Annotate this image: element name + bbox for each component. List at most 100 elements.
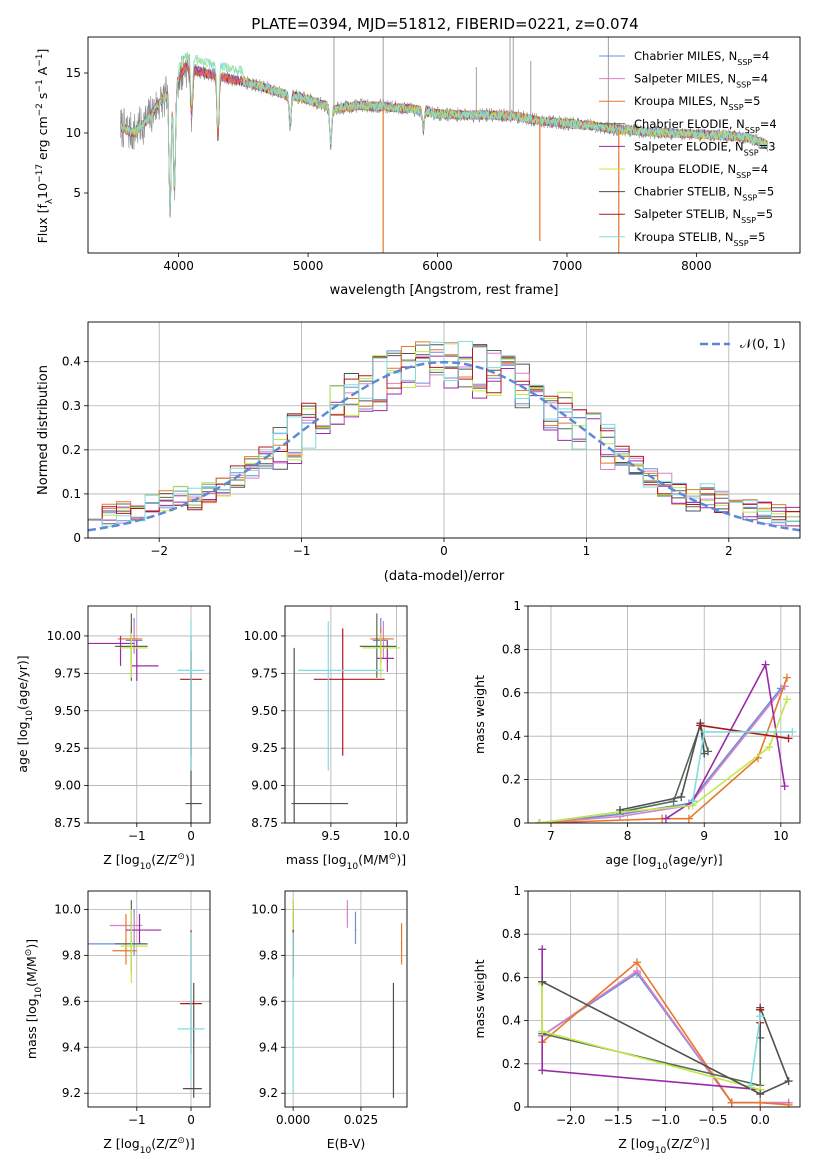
weight-marker — [661, 814, 670, 823]
legend-entry: Kroupa ELODIE, NSSP=4 — [634, 162, 768, 180]
label-part: mass [log — [286, 852, 347, 867]
weight-marker — [746, 1081, 755, 1090]
weight-marker — [684, 814, 693, 823]
plot-area — [120, 37, 768, 253]
weight-marker — [727, 1098, 736, 1107]
data-point — [138, 929, 141, 931]
legend-nssp: =4 — [751, 162, 768, 176]
y-axis-label: Normed distribution — [36, 365, 51, 495]
axes-frame — [284, 890, 408, 1108]
label-part: (Z/Z — [151, 852, 177, 867]
legend-entry: Kroupa STELIB, NSSP=5 — [634, 230, 765, 248]
weight-line-4 — [541, 949, 761, 1091]
legend-entry: Chabrier ELODIE, NSSP=4 — [634, 117, 777, 135]
legend-nssp: =4 — [752, 49, 769, 63]
legend-sub: SSP — [736, 80, 751, 89]
legend-entry: 𝒩(0, 1) — [740, 336, 786, 351]
x-axis-label: Z [log10(Z/Z⊙)] — [103, 852, 194, 872]
label-part: age [log — [605, 852, 656, 867]
data-point — [293, 802, 295, 805]
data-point — [190, 1028, 192, 1030]
y-tick-label: 0.2 — [502, 773, 521, 787]
data-point — [119, 642, 122, 645]
axes-frame — [87, 890, 211, 1108]
weight-line-0 — [539, 688, 782, 823]
y-tick-label: 0.4 — [62, 355, 81, 369]
weight-marker — [784, 1100, 793, 1107]
x-axis-label: age [log10(age/yr)] — [605, 852, 722, 872]
plot-area — [88, 891, 210, 1107]
label-part: Z [log — [618, 1136, 654, 1151]
x-tick-label: 0.0 — [751, 1113, 770, 1127]
y-tick-label: 9.8 — [259, 948, 278, 962]
data-point — [130, 945, 133, 947]
y-tick-label: 8.75 — [251, 816, 278, 830]
legend-sub: SSP — [745, 125, 760, 134]
x-tick-label: −1.0 — [651, 1113, 680, 1127]
y-tick-label: 9.75 — [251, 666, 278, 680]
weight-line-4 — [665, 662, 786, 820]
label-part: 10 — [140, 862, 152, 872]
label-part: ⊙ — [692, 1136, 700, 1146]
weight-marker — [538, 1027, 547, 1036]
y-tick-label: 9.2 — [62, 1086, 81, 1100]
legend-nssp: =3 — [759, 139, 776, 153]
legend-nssp: =5 — [757, 185, 774, 199]
label-part: Z [log — [103, 852, 139, 867]
weight-marker — [765, 743, 774, 752]
weight-marker — [535, 819, 544, 823]
label-part: ⊙ — [177, 852, 185, 862]
legend-sub: SSP — [736, 171, 751, 180]
legend-sub: SSP — [737, 58, 752, 67]
data-point — [190, 669, 192, 672]
legend-name: Salpeter MILES, N — [634, 72, 736, 86]
x-tick-label: 0 — [187, 1113, 195, 1127]
mass-vs-z-panel: −1 09.29.49.69.810.0Z [log10(Z/Z⊙)]mass [… — [24, 890, 211, 1156]
legend-sub: SSP — [729, 103, 744, 112]
y-tick-label: 0.2 — [62, 443, 81, 457]
data-point — [327, 669, 330, 672]
data-point — [346, 913, 349, 915]
x-tick-label: 8 — [624, 829, 632, 843]
weight-marker — [782, 695, 791, 704]
data-point — [136, 665, 138, 667]
label-part: Z [log — [103, 1136, 139, 1151]
y-tick-label: 10.0 — [54, 902, 81, 916]
legend-sub: SSP — [741, 216, 756, 225]
weight-marker — [782, 673, 791, 682]
legend-nssp: =5 — [744, 94, 761, 108]
weight-marker — [756, 1012, 765, 1021]
data-point — [133, 924, 135, 927]
data-point — [125, 949, 127, 952]
legend-name: Salpeter STELIB, N — [634, 207, 741, 221]
x-tick-label: −1 — [128, 1113, 146, 1127]
x-tick-label: 9 — [700, 829, 708, 843]
x-tick-label: −1 — [128, 829, 146, 843]
label-part: (age/yr)] — [15, 655, 30, 710]
label-part: )] — [396, 852, 406, 867]
weight-marker — [632, 966, 641, 975]
y-tick-label: 1 — [513, 599, 521, 613]
weight-marker — [615, 805, 624, 814]
y-axis-label: mass weight — [472, 959, 487, 1038]
y-tick-label: 9.25 — [54, 741, 81, 755]
y-tick-label: 9.8 — [62, 948, 81, 962]
axes-frame — [527, 890, 801, 1108]
x-tick-label: 10.0 — [383, 829, 410, 843]
gaussian-curve — [88, 360, 800, 532]
data-point — [341, 678, 344, 681]
plot-area — [528, 891, 800, 1107]
legend-sub: SSP — [734, 238, 749, 247]
label-part: )] — [700, 1136, 710, 1151]
y-tick-label: 9.4 — [62, 1040, 81, 1054]
label-part: age [log — [15, 721, 30, 772]
y-tick-label: 9.4 — [259, 1040, 278, 1054]
x-axis-label: mass [log10(M/M⊙)] — [286, 852, 406, 872]
axes-frame — [87, 321, 801, 539]
weight-marker — [784, 1077, 793, 1086]
model-spectrum-8 — [120, 51, 768, 213]
x-tick-label: 0 — [440, 544, 448, 558]
y-axis-label: mass weight — [472, 675, 487, 754]
mass-vs-ebv-panel: 0.000 0.025 9.2 9.4 9.6 9.8 10.0 E(B-V) — [251, 890, 408, 1151]
